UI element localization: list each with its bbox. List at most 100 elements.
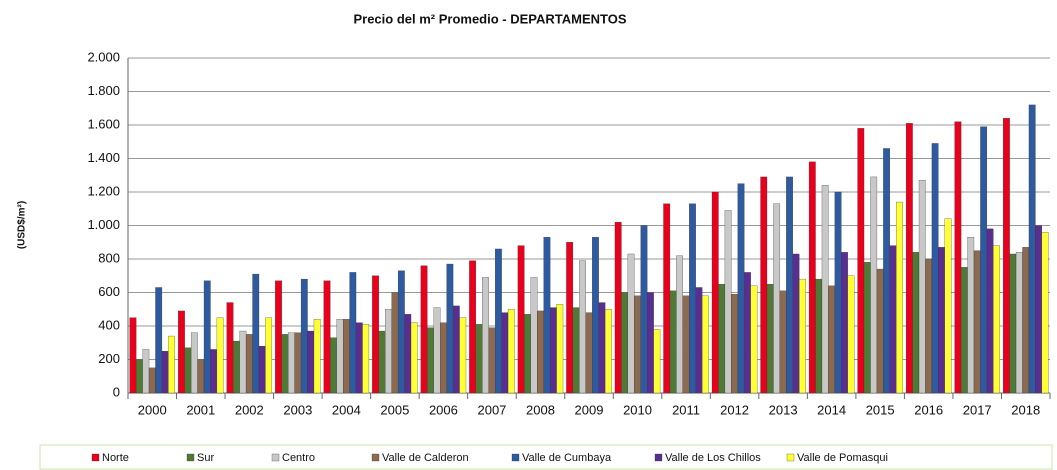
- bar: [786, 176, 793, 394]
- bar: [168, 335, 175, 394]
- bar: [598, 302, 606, 394]
- bar: [695, 287, 703, 394]
- bar: [760, 176, 768, 394]
- y-tick-label: 1.600: [87, 116, 120, 131]
- bar: [669, 290, 677, 394]
- bar: [378, 330, 386, 394]
- bar: [737, 183, 745, 394]
- bar: [980, 126, 988, 394]
- bar: [931, 143, 939, 394]
- bar: [627, 253, 635, 394]
- x-tick-label: 2018: [1011, 402, 1040, 417]
- bar: [372, 275, 379, 394]
- bar: [954, 121, 962, 394]
- bar: [572, 307, 580, 394]
- bar: [847, 275, 855, 394]
- bar: [307, 330, 315, 394]
- bar: [281, 334, 289, 394]
- bar: [203, 280, 211, 394]
- legend-swatch: [786, 453, 795, 462]
- bar: [362, 324, 370, 394]
- bar: [967, 237, 975, 394]
- bar: [689, 203, 696, 394]
- bar: [1003, 118, 1010, 394]
- x-tick-label: 2017: [963, 402, 992, 417]
- x-tick-label: 2004: [332, 402, 361, 417]
- bar: [524, 314, 531, 394]
- bar: [397, 270, 405, 394]
- bar: [870, 176, 878, 394]
- bar: [233, 340, 240, 394]
- bar: [475, 324, 483, 394]
- bar: [750, 285, 758, 394]
- bar: [469, 260, 476, 394]
- bar: [258, 345, 266, 394]
- y-tick-label: 1.000: [87, 217, 120, 232]
- bar: [779, 290, 787, 394]
- bar: [433, 307, 441, 394]
- bar: [973, 250, 981, 394]
- bar: [889, 245, 897, 394]
- x-tick-label: 2007: [477, 402, 506, 417]
- bar: [507, 309, 515, 394]
- bar: [501, 312, 509, 394]
- bar: [543, 237, 551, 394]
- bar: [724, 210, 732, 394]
- bar: [1028, 104, 1036, 394]
- bar: [482, 277, 489, 394]
- bar: [427, 327, 434, 394]
- bar: [537, 310, 544, 394]
- bar: [647, 292, 654, 394]
- x-tick-label: 2012: [720, 402, 749, 417]
- bar: [815, 278, 823, 394]
- bar: [216, 317, 224, 394]
- bar: [821, 185, 829, 394]
- bar: [355, 322, 363, 394]
- bar: [702, 295, 709, 394]
- bar: [288, 332, 295, 394]
- bar: [190, 332, 198, 394]
- bar: [336, 319, 344, 394]
- bar: [161, 350, 169, 394]
- x-tick-label: 2009: [575, 402, 604, 417]
- bar: [1015, 252, 1023, 394]
- y-tick-label: 1.800: [87, 83, 120, 98]
- bar: [330, 337, 337, 394]
- bar: [711, 191, 719, 394]
- legend-box: [39, 444, 1053, 470]
- bar: [944, 218, 952, 394]
- bar: [604, 309, 612, 394]
- bar: [294, 332, 302, 394]
- bar: [178, 310, 185, 394]
- bar: [883, 148, 890, 394]
- bar: [197, 359, 205, 394]
- bar: [841, 252, 848, 394]
- legend-swatch: [186, 453, 195, 462]
- bar: [549, 307, 557, 394]
- bar: [925, 258, 933, 394]
- bar: [129, 317, 137, 394]
- x-tick-label: 2005: [380, 402, 409, 417]
- x-tick-label: 2006: [429, 402, 458, 417]
- bar: [323, 280, 331, 394]
- bar: [993, 245, 1000, 394]
- bar: [517, 245, 525, 394]
- bar: [766, 283, 774, 394]
- bar: [275, 280, 282, 394]
- bar: [938, 247, 945, 394]
- bar: [446, 263, 454, 394]
- bar: [876, 268, 884, 394]
- bar: [148, 367, 156, 394]
- bar: [252, 273, 260, 394]
- bar: [459, 317, 467, 394]
- bar: [313, 319, 321, 394]
- legend-label: Valle de Los Chillos: [665, 452, 761, 464]
- legend-label: Norte: [102, 452, 129, 464]
- bar: [420, 265, 428, 394]
- bar: [385, 309, 392, 394]
- bar: [452, 305, 460, 394]
- bar: [135, 359, 143, 394]
- legend-label: Valle de Calderon: [382, 452, 469, 464]
- bar: [556, 304, 564, 394]
- legend-label: Sur: [197, 452, 214, 464]
